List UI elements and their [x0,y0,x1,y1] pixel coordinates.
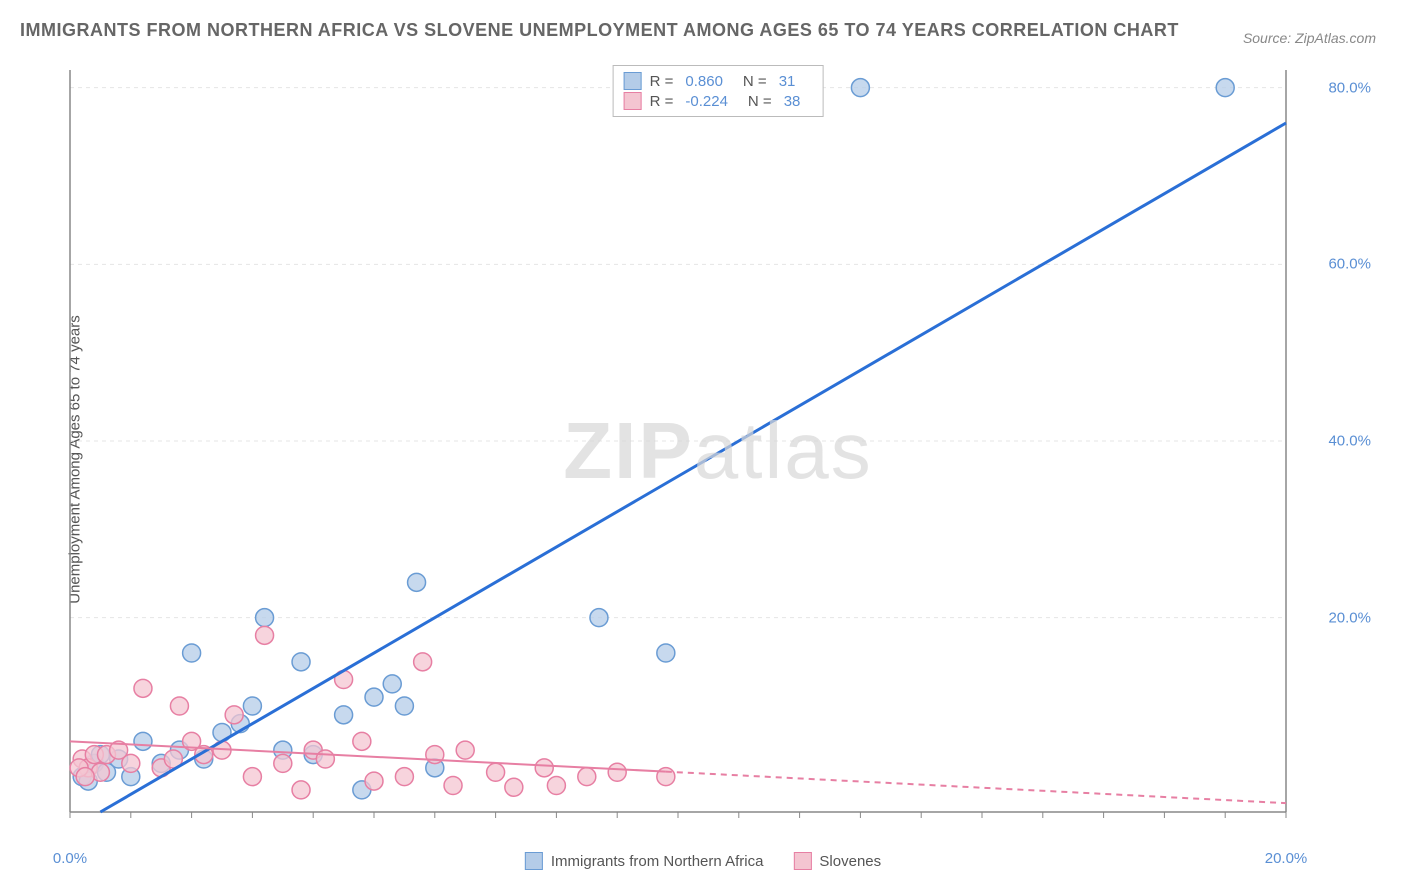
legend-correlation-row: R = 0.860 N = 31 [624,72,813,90]
legend-swatch [624,92,642,110]
legend-r-label: R = [650,73,674,90]
legend-n-value: 38 [784,93,801,110]
legend-correlation: R = 0.860 N = 31 R = -0.224 N = 38 [613,65,824,117]
y-tick-label: 20.0% [1328,609,1371,626]
legend-series-label: Immigrants from Northern Africa [551,853,764,870]
x-tick-label: 20.0% [1265,850,1308,867]
source-attribution: Source: ZipAtlas.com [1243,30,1376,46]
chart-title: IMMIGRANTS FROM NORTHERN AFRICA VS SLOVE… [20,20,1179,41]
x-tick-label: 0.0% [53,850,87,867]
legend-series-item: Immigrants from Northern Africa [525,852,764,870]
legend-correlation-row: R = -0.224 N = 38 [624,92,813,110]
y-tick-label: 80.0% [1328,79,1371,96]
scatter-plot [60,60,1376,842]
chart-container: Unemployment Among Ages 65 to 74 years Z… [60,60,1376,842]
legend-r-value: -0.224 [685,93,728,110]
legend-series-label: Slovenes [819,853,881,870]
legend-series: Immigrants from Northern Africa Slovenes [525,852,881,870]
legend-swatch [793,852,811,870]
legend-r-value: 0.860 [685,73,723,90]
legend-n-label: N = [748,93,772,110]
legend-swatch [525,852,543,870]
legend-n-value: 31 [779,73,796,90]
legend-series-item: Slovenes [793,852,881,870]
y-tick-label: 60.0% [1328,256,1371,273]
legend-r-label: R = [650,93,674,110]
y-tick-label: 40.0% [1328,433,1371,450]
legend-swatch [624,72,642,90]
legend-n-label: N = [743,73,767,90]
